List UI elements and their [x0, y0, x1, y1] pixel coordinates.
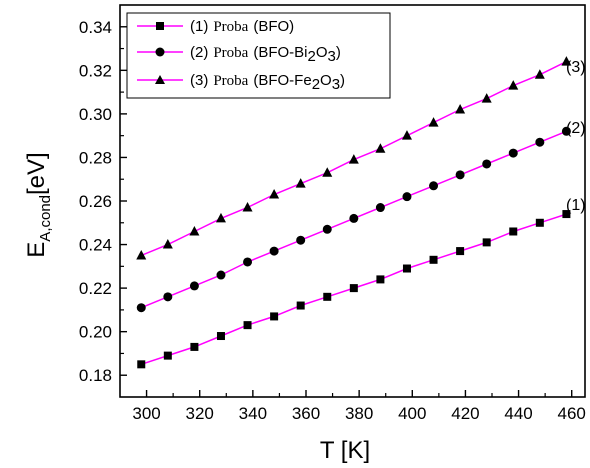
series-1-point: [270, 312, 279, 321]
y-axis-title-sub: A,cond: [37, 195, 54, 242]
series-1-point: [323, 292, 332, 301]
y-tick-label-5: 0.28: [79, 148, 112, 167]
series-2-point: [402, 192, 412, 202]
series-1-point: [429, 255, 438, 264]
y-tick-label-7: 0.32: [79, 61, 112, 80]
series-3-point: [295, 178, 306, 188]
series-3-point: [322, 167, 333, 177]
series-2-point: [375, 203, 385, 213]
legend-label-2: (2) Proba (BFO-Bi2O3): [190, 44, 341, 65]
y-axis-title-unit: [eV]: [23, 152, 50, 195]
series-1-point: [296, 301, 305, 310]
series-3-point: [455, 104, 466, 114]
series-3-point: [534, 69, 545, 79]
series-1-point: [402, 264, 411, 273]
series-3-point: [189, 225, 200, 236]
series-1-point: [482, 238, 491, 247]
series-1-point: [535, 218, 544, 227]
series-1-point: [163, 351, 172, 360]
series-2-point: [322, 224, 332, 234]
series-3-point: [401, 130, 412, 140]
y-tick-label-2: 0.22: [79, 279, 112, 298]
series-1-point: [190, 342, 199, 351]
series-3-point: [162, 239, 173, 249]
series-3-point: [269, 188, 280, 199]
legend-marker-1: [156, 22, 164, 30]
series-1-point: [349, 284, 358, 293]
legend-label-1: (1) Proba (BFO): [190, 18, 294, 35]
legend: (1) Proba (BFO) (2) Proba (BFO-Bi2O3) (3) Pro…: [126, 12, 391, 99]
series-2-point: [482, 159, 492, 169]
y-tick-label-0: 0.18: [79, 366, 112, 385]
legend-marker-3: [155, 75, 165, 84]
x-axis-title: T [K]: [320, 437, 370, 464]
x-tick-label-460: 460: [558, 404, 586, 423]
series-3-point: [348, 154, 359, 164]
series-1-point: [216, 332, 225, 341]
series-3-point: [481, 93, 492, 103]
series-1-point: [509, 227, 518, 236]
legend-marker-2: [155, 47, 165, 57]
series-2-point: [189, 281, 199, 291]
x-tick-label-420: 420: [451, 404, 479, 423]
series-1-point: [562, 210, 571, 219]
y-tick-label-4: 0.26: [79, 192, 112, 211]
series-layer: [136, 56, 572, 369]
x-tick-label-440: 440: [504, 404, 532, 423]
y-tick-label-3: 0.24: [79, 236, 112, 255]
series-3-point: [428, 117, 439, 127]
series-1-point: [376, 275, 385, 284]
y-tick-label-6: 0.30: [79, 105, 112, 124]
series-2-point: [429, 181, 439, 191]
y-axis-title-main: E: [23, 242, 50, 258]
series-3-point: [375, 143, 386, 153]
series-3-point: [508, 80, 519, 90]
x-tick-label-380: 380: [345, 404, 373, 423]
series-end-label-2: (2): [566, 120, 586, 137]
series-3-point: [215, 212, 226, 223]
series-3-point: [136, 249, 147, 260]
series-3-point: [561, 56, 572, 66]
series-1-point: [456, 247, 465, 256]
series-2-point: [136, 303, 146, 313]
y-tick-label-8: 0.34: [79, 18, 112, 37]
legend-box: [126, 12, 391, 99]
series-2-point: [508, 148, 518, 158]
y-tick-label-1: 0.20: [79, 323, 112, 342]
series-2-point: [296, 235, 306, 245]
series-end-label-1: (1): [566, 197, 586, 214]
series-3-point: [242, 202, 253, 212]
series-2-point: [269, 246, 279, 256]
x-tick-label-340: 340: [239, 404, 267, 423]
series-2-point: [243, 257, 253, 267]
legend-label-3: (3) Proba (BFO-Fe2O3): [190, 72, 345, 93]
series-2-point: [163, 292, 173, 302]
x-tick-label-300: 300: [132, 404, 160, 423]
series-2-point: [216, 270, 226, 280]
x-tick-label-400: 400: [398, 404, 426, 423]
x-tick-label-320: 320: [186, 404, 214, 423]
series-1-point: [137, 360, 146, 369]
series-2-point: [455, 170, 465, 180]
series-1-point: [243, 321, 252, 330]
series-2-point: [535, 137, 545, 147]
series-end-label-3: (3): [566, 59, 586, 76]
series-2-point: [561, 126, 571, 136]
series-2-point: [349, 213, 359, 223]
x-tick-label-360: 360: [292, 404, 320, 423]
y-axis-title: EA,cond[eV]: [23, 152, 54, 257]
axis-ticks: 300 320 340 360 380 400 420 440 460 0.18 0.20 0.22 0…: [79, 18, 586, 423]
